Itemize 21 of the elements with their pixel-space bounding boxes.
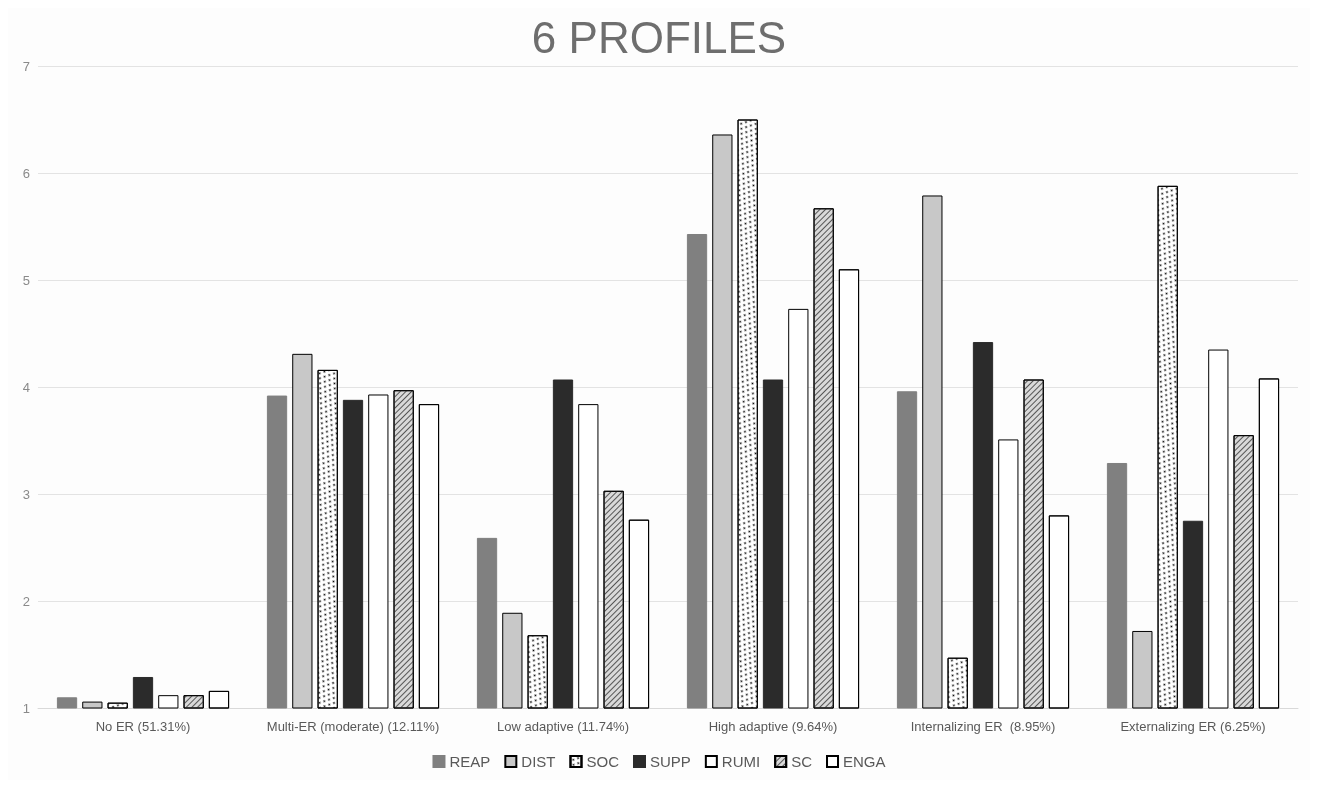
y-tick-label: 5: [22, 272, 30, 288]
x-tick-label: Multi-ER (moderate) (12.11%): [266, 719, 440, 734]
legend-label: RUMI: [721, 753, 761, 770]
y-tick-label: 4: [22, 379, 30, 395]
y-tick-label: 3: [22, 486, 30, 502]
legend-label: SUPP: [650, 753, 691, 770]
legend-label: REAP: [449, 753, 491, 770]
legend-label: SOC: [586, 753, 620, 770]
y-tick-label: 1: [22, 700, 30, 716]
x-tick-label: Low adaptive (11.74%): [496, 719, 630, 734]
y-tick-label: 6: [22, 165, 30, 181]
legend-label: DIST: [521, 753, 556, 770]
x-tick-label: Externalizing ER (6.25%): [1120, 719, 1266, 734]
legend-label: SC: [791, 753, 813, 770]
x-tick-label: No ER (51.31%): [95, 719, 191, 734]
x-tick-label: High adaptive (9.64%): [708, 719, 838, 734]
text: ENGA: [843, 753, 886, 770]
y-tick-label: 7: [22, 58, 30, 74]
x-tick-label: Internalizing ER (8.95%): [910, 719, 1056, 734]
y-tick-label: 2: [22, 593, 30, 609]
chart-title: 6 PROFILES: [531, 12, 787, 62]
